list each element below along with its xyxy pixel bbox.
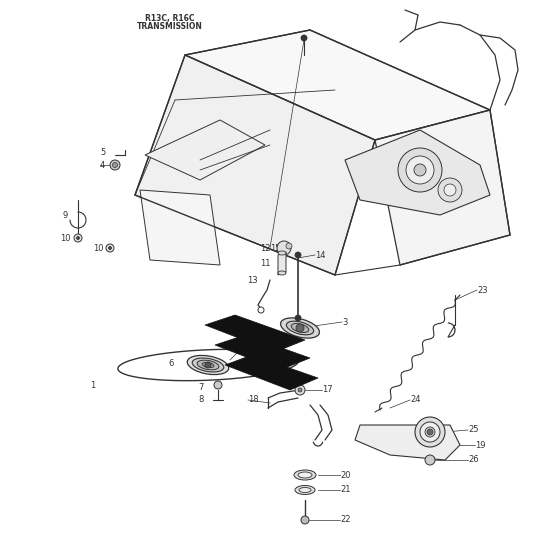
Text: 23: 23 — [477, 286, 488, 295]
Text: 8: 8 — [198, 395, 203, 404]
Text: R13C, R16C: R13C, R16C — [145, 14, 195, 23]
Circle shape — [298, 388, 302, 392]
Ellipse shape — [299, 488, 311, 492]
Circle shape — [295, 385, 305, 395]
Text: TRANSMISSION: TRANSMISSION — [137, 22, 203, 31]
Circle shape — [277, 241, 291, 255]
Polygon shape — [345, 130, 490, 215]
Text: 22: 22 — [340, 516, 351, 525]
Text: 7: 7 — [198, 382, 203, 391]
Ellipse shape — [197, 360, 219, 370]
Circle shape — [74, 234, 82, 242]
Circle shape — [425, 455, 435, 465]
Circle shape — [295, 315, 301, 321]
Ellipse shape — [295, 486, 315, 494]
Circle shape — [106, 244, 114, 252]
Polygon shape — [145, 120, 265, 180]
Circle shape — [444, 184, 456, 196]
Text: 24: 24 — [410, 395, 421, 404]
Text: 13: 13 — [247, 276, 258, 284]
Text: 14: 14 — [315, 250, 325, 259]
Polygon shape — [215, 335, 310, 370]
Text: 16: 16 — [252, 325, 263, 334]
Polygon shape — [205, 315, 305, 352]
Ellipse shape — [291, 324, 309, 333]
Ellipse shape — [278, 251, 286, 255]
Text: 25: 25 — [468, 426, 478, 435]
Ellipse shape — [415, 417, 445, 447]
Ellipse shape — [192, 358, 224, 372]
Polygon shape — [140, 190, 220, 265]
Ellipse shape — [202, 362, 214, 368]
Text: 21: 21 — [340, 486, 351, 494]
Text: 9: 9 — [62, 211, 67, 220]
Circle shape — [438, 178, 462, 202]
Circle shape — [258, 307, 264, 313]
Text: 10: 10 — [93, 244, 104, 253]
Circle shape — [414, 164, 426, 176]
Ellipse shape — [298, 472, 312, 478]
Ellipse shape — [281, 318, 319, 338]
Polygon shape — [375, 110, 510, 265]
Circle shape — [205, 362, 211, 368]
Text: 5: 5 — [100, 147, 105, 156]
Text: 20: 20 — [340, 470, 351, 479]
Circle shape — [427, 429, 433, 435]
Ellipse shape — [278, 271, 286, 275]
Text: 17: 17 — [322, 385, 333, 394]
Ellipse shape — [187, 356, 228, 375]
Text: 2: 2 — [240, 346, 245, 354]
Text: 1: 1 — [90, 380, 95, 390]
Circle shape — [109, 246, 111, 250]
Circle shape — [406, 156, 434, 184]
Circle shape — [296, 324, 304, 332]
Text: 15: 15 — [270, 244, 281, 253]
Text: 3: 3 — [342, 318, 347, 326]
Circle shape — [295, 252, 301, 258]
Circle shape — [110, 160, 120, 170]
Text: 4: 4 — [100, 161, 105, 170]
Ellipse shape — [294, 470, 316, 480]
Ellipse shape — [286, 321, 314, 335]
Text: 12: 12 — [260, 244, 270, 253]
Circle shape — [301, 35, 307, 41]
Text: 6: 6 — [168, 358, 174, 367]
Polygon shape — [225, 355, 318, 390]
Circle shape — [301, 516, 309, 524]
Circle shape — [113, 162, 118, 167]
Polygon shape — [185, 30, 490, 140]
Polygon shape — [278, 252, 286, 275]
Ellipse shape — [420, 422, 440, 442]
Circle shape — [77, 236, 80, 240]
Circle shape — [398, 148, 442, 192]
Text: 19: 19 — [475, 441, 486, 450]
Text: 11: 11 — [260, 259, 270, 268]
Text: 18: 18 — [248, 395, 259, 404]
Ellipse shape — [425, 427, 435, 437]
Circle shape — [214, 381, 222, 389]
Polygon shape — [355, 425, 460, 460]
Text: 26: 26 — [468, 455, 479, 464]
Text: 10: 10 — [60, 234, 71, 242]
Polygon shape — [135, 55, 375, 275]
Circle shape — [286, 243, 292, 249]
